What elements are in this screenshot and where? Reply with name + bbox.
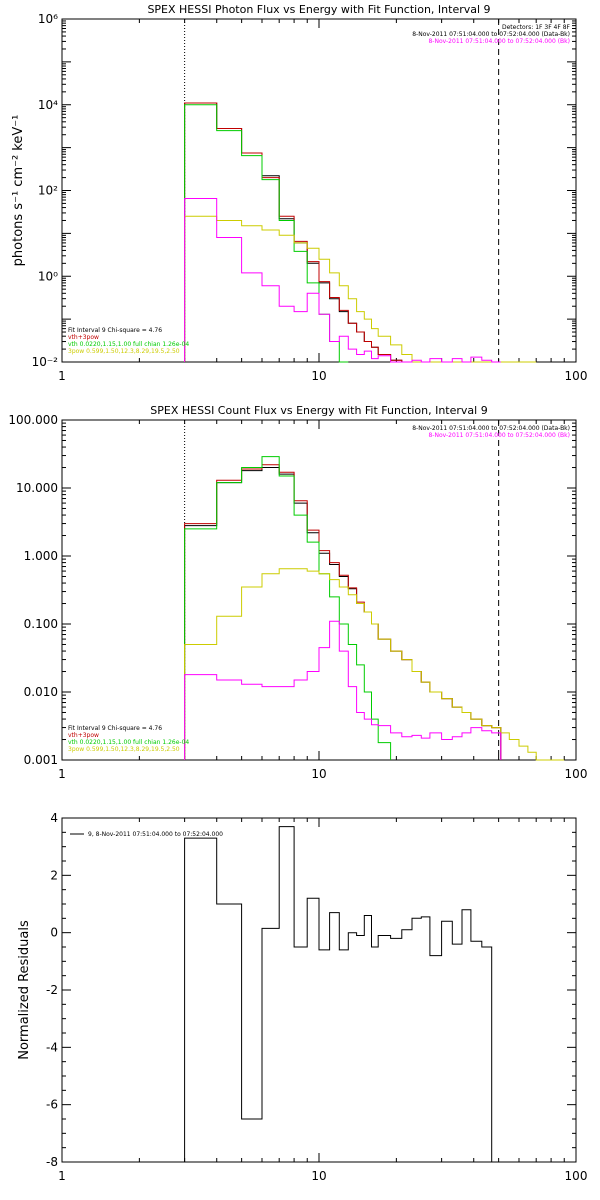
plot-frame-2 — [61, 817, 577, 1163]
series-line-data — [184, 102, 501, 363]
y-tick-label: 10⁻² — [32, 355, 59, 369]
x-tick-label: 100 — [565, 1169, 588, 1183]
x-tick-label: 1 — [58, 369, 66, 383]
y-tick-label: 0.100 — [24, 617, 58, 631]
x-tick-label: 10 — [311, 369, 326, 383]
legend-top-entry: Detectors: 1F 3F 4F 8F — [502, 24, 571, 31]
legend-bottom-entry: vth+3pow — [68, 334, 99, 341]
chart-title-1: SPEX HESSI Count Flux vs Energy with Fit… — [150, 404, 487, 417]
y-tick-label: 1.000 — [24, 549, 58, 563]
series-line-vth — [184, 104, 349, 363]
y-tick-label: 0.010 — [24, 685, 58, 699]
series-line-3pow — [184, 215, 537, 363]
series-line-data — [184, 467, 502, 760]
y-axis-label-0: photons s⁻¹ cm⁻² keV⁻¹ — [11, 115, 26, 267]
x-tick-label: 100 — [565, 767, 588, 781]
series-line-vth+3pow — [184, 102, 501, 363]
legend-bottom-entry: vth+3pow — [68, 732, 99, 739]
y-tick-label: 10² — [38, 184, 58, 198]
y-tick-label: 0.001 — [24, 753, 58, 767]
y-tick-label: 100.000 — [8, 413, 58, 427]
y-tick-label: 10⁰ — [38, 269, 58, 283]
y-tick-label: -8 — [46, 1155, 58, 1169]
x-tick-label: 1 — [58, 1169, 66, 1183]
y-tick-label: 10⁴ — [38, 98, 58, 112]
y-tick-label: 10.000 — [16, 481, 58, 495]
x-tick-label: 100 — [565, 369, 588, 383]
legend-bottom-entry: vth 0.0220,1.15,1.00 full chian 1.26e-04 — [68, 341, 189, 348]
y-tick-label: -6 — [46, 1098, 58, 1112]
legend-top-entry: 8-Nov-2011 07:51:04.000 to 07:52:04.000 … — [428, 432, 570, 439]
chart-title-0: SPEX HESSI Photon Flux vs Energy with Fi… — [147, 3, 490, 16]
legend-bottom-entry: 3pow 0.599,1.50,12.3,8.29,19.5,2.50 — [68, 348, 180, 355]
series-line-residuals — [184, 826, 493, 1162]
x-tick-label: 1 — [58, 767, 66, 781]
series-line-3pow — [184, 568, 565, 761]
x-tick-label: 10 — [311, 1169, 326, 1183]
legend-bottom-entry: 3pow 0.599,1.50,12.3,8.29,19.5,2.50 — [68, 746, 180, 753]
legend-top-entry: 8-Nov-2011 07:51:04.000 to 07:52:04.000 … — [412, 31, 570, 38]
y-tick-label: 4 — [50, 811, 58, 825]
y-tick-label: -4 — [46, 1040, 58, 1054]
legend-bottom-entry: vth 0.0220,1.15,1.00 full chian 1.26e-04 — [68, 739, 189, 746]
legend-bottom-entry: Fit Interval 9 Chi-square = 4.76 — [68, 725, 162, 732]
series-line-vth — [184, 456, 392, 760]
legend-top-entry: 8-Nov-2011 07:51:04.000 to 07:52:04.000 … — [412, 425, 570, 432]
series-line-vth+3pow — [184, 464, 502, 760]
series-line-background — [184, 620, 502, 760]
y-axis-label-2: Normalized Residuals — [17, 920, 32, 1060]
y-tick-label: 2 — [50, 868, 58, 882]
y-tick-label: -2 — [46, 983, 58, 997]
legend-top-entry: 8-Nov-2011 07:51:04.000 to 07:52:04.000 … — [428, 38, 570, 45]
y-tick-label: 0 — [50, 926, 58, 940]
legend-top-entry: 9, 8-Nov-2011 07:51:04.000 to 07:52:04.0… — [88, 831, 223, 838]
y-tick-label: 10⁶ — [38, 12, 58, 26]
legend-bottom-entry: Fit Interval 9 Chi-square = 4.76 — [68, 327, 162, 334]
series-line-background — [184, 198, 501, 363]
x-tick-label: 10 — [311, 767, 326, 781]
